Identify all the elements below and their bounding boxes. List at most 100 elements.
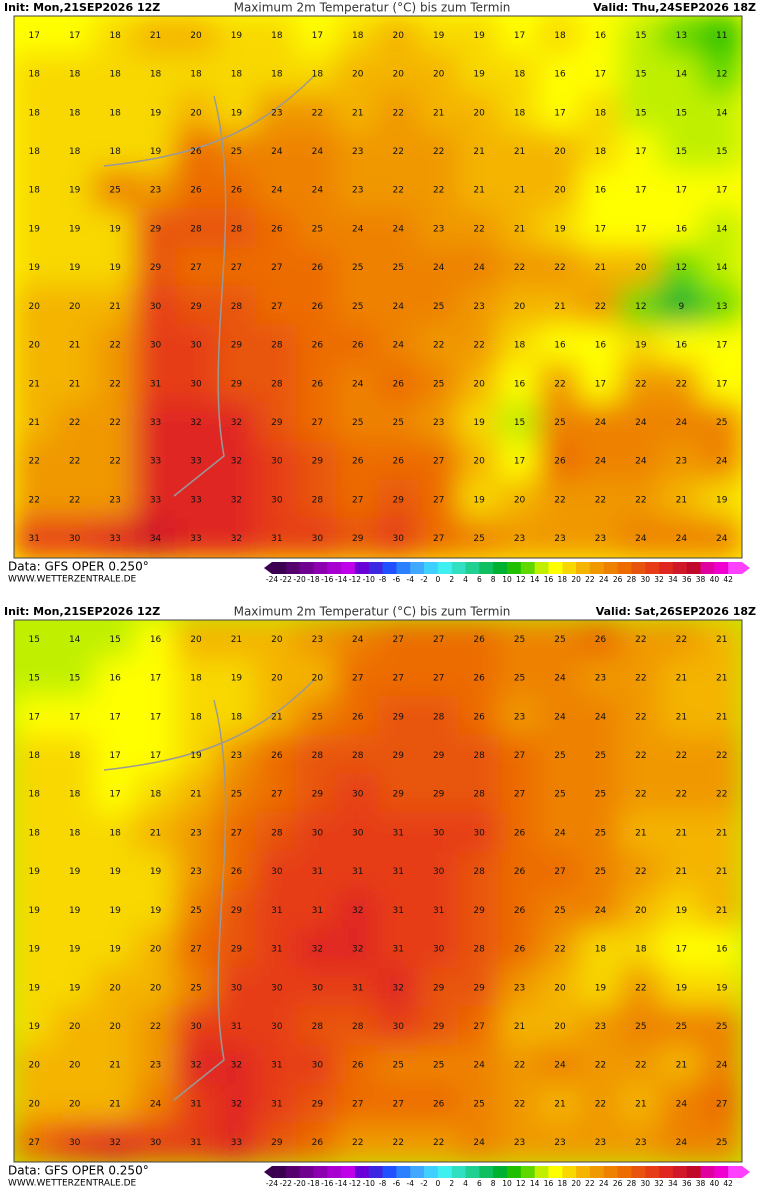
temperature-label: 32 xyxy=(352,945,363,955)
colorbar-label: 24 xyxy=(599,575,609,584)
temperature-label: 17 xyxy=(109,790,120,800)
temperature-cell xyxy=(579,518,622,558)
temperature-label: 22 xyxy=(554,495,565,505)
colorbar-segment xyxy=(603,1166,619,1178)
temperature-label: 32 xyxy=(231,418,242,428)
temperature-label: 25 xyxy=(676,1022,687,1032)
temperature-cell xyxy=(660,1122,703,1162)
temperature-label: 21 xyxy=(595,263,606,273)
map-title: Maximum 2m Temperatur (°C) bis zum Termi… xyxy=(234,1,511,15)
colorbar-label: 14 xyxy=(530,575,540,584)
temperature-label: 24 xyxy=(392,224,404,234)
temperature-cell xyxy=(377,131,420,172)
temperature-cell xyxy=(498,286,541,327)
temperature-label: 25 xyxy=(554,418,565,428)
temperature-label: 25 xyxy=(554,635,565,645)
temperature-cell xyxy=(296,735,339,776)
temperature-label: 21 xyxy=(676,867,687,877)
temperature-cell xyxy=(700,696,742,738)
temperature-cell xyxy=(457,1044,501,1086)
temperature-cell xyxy=(296,518,339,558)
temperature-label: 31 xyxy=(392,867,403,877)
temperature-cell xyxy=(417,812,460,854)
temperature-label: 22 xyxy=(554,379,565,389)
temperature-label: 24 xyxy=(433,263,445,273)
temperature-label: 26 xyxy=(392,379,404,389)
temperature-cell xyxy=(619,169,663,211)
temperature-label: 18 xyxy=(109,828,121,838)
temperature-label: 25 xyxy=(231,147,242,157)
temperature-cell xyxy=(498,620,541,660)
temperature-cell xyxy=(417,735,460,776)
temperature-label: 15 xyxy=(109,635,120,645)
temperature-cell xyxy=(377,1044,420,1086)
temperature-cell xyxy=(93,479,137,521)
temperature-label: 11 xyxy=(716,31,727,41)
temperature-label: 24 xyxy=(595,457,607,467)
colorbar-segment xyxy=(548,1166,563,1178)
temperature-cell xyxy=(255,657,299,699)
temperature-label: 22 xyxy=(676,635,687,645)
temperature-cell xyxy=(579,92,622,134)
temperature-cell xyxy=(134,773,177,815)
temperature-label: 27 xyxy=(271,263,282,273)
temperature-label: 21 xyxy=(716,674,727,684)
temperature-cell xyxy=(377,286,420,327)
temperature-label: 20 xyxy=(554,186,566,196)
temperature-label: 23 xyxy=(676,457,687,467)
temperature-cell xyxy=(498,440,541,482)
temperature-label: 24 xyxy=(676,1138,688,1148)
temperature-label: 14 xyxy=(716,263,728,273)
colorbar-left-tip xyxy=(264,562,272,574)
temperature-cell xyxy=(538,92,582,134)
temperature-cell xyxy=(255,696,299,738)
temperature-cell xyxy=(457,92,501,134)
colorbar-segment xyxy=(728,1166,743,1178)
temperature-label: 18 xyxy=(28,70,40,80)
temperature-cell xyxy=(296,1122,339,1162)
temperature-cell xyxy=(255,518,299,558)
temperature-cell xyxy=(538,928,582,970)
temperature-cell xyxy=(53,169,96,211)
temperature-label: 33 xyxy=(190,495,201,505)
temperature-cell xyxy=(336,208,379,250)
temperature-label: 22 xyxy=(69,418,80,428)
temperature-cell xyxy=(255,363,299,405)
temperature-label: 22 xyxy=(312,108,323,118)
temperature-label: 22 xyxy=(514,1099,525,1109)
temperature-cell xyxy=(417,1083,460,1125)
temperature-label: 17 xyxy=(635,186,646,196)
colorbar-segment xyxy=(507,1166,522,1178)
map-frame xyxy=(13,619,743,1163)
temperature-label: 25 xyxy=(392,263,403,273)
temperature-label: 25 xyxy=(595,751,606,761)
temperature-label: 32 xyxy=(231,1061,242,1071)
temperature-cell xyxy=(417,890,460,931)
temperature-label: 22 xyxy=(69,457,80,467)
website: WWW.WETTERZENTRALE.DE xyxy=(8,575,137,585)
temperature-cell xyxy=(619,440,663,482)
temperature-label: 31 xyxy=(271,906,282,916)
temperature-label: 17 xyxy=(69,712,80,722)
temperature-cell xyxy=(417,1006,460,1047)
temperature-label: 31 xyxy=(352,867,363,877)
temperature-label: 23 xyxy=(473,302,484,312)
temperature-label: 26 xyxy=(554,457,566,467)
temperature-cell xyxy=(336,131,379,172)
temperature-cell xyxy=(498,851,541,892)
temperature-cell xyxy=(93,657,137,699)
temperature-label: 19 xyxy=(150,906,162,916)
temperature-label: 15 xyxy=(28,674,39,684)
temperature-label: 16 xyxy=(514,379,526,389)
temperature-cell xyxy=(215,518,258,558)
temperature-label: 21 xyxy=(716,712,727,722)
temperature-cell xyxy=(619,657,663,699)
temperature-cell xyxy=(700,518,742,558)
temperature-label: 18 xyxy=(69,70,81,80)
temperature-cell xyxy=(174,16,218,56)
temperature-cell xyxy=(538,1122,582,1162)
temperature-label: 24 xyxy=(716,1061,728,1071)
temperature-cell xyxy=(134,620,177,660)
temperature-cell xyxy=(255,16,299,56)
temperature-cell xyxy=(215,696,258,738)
